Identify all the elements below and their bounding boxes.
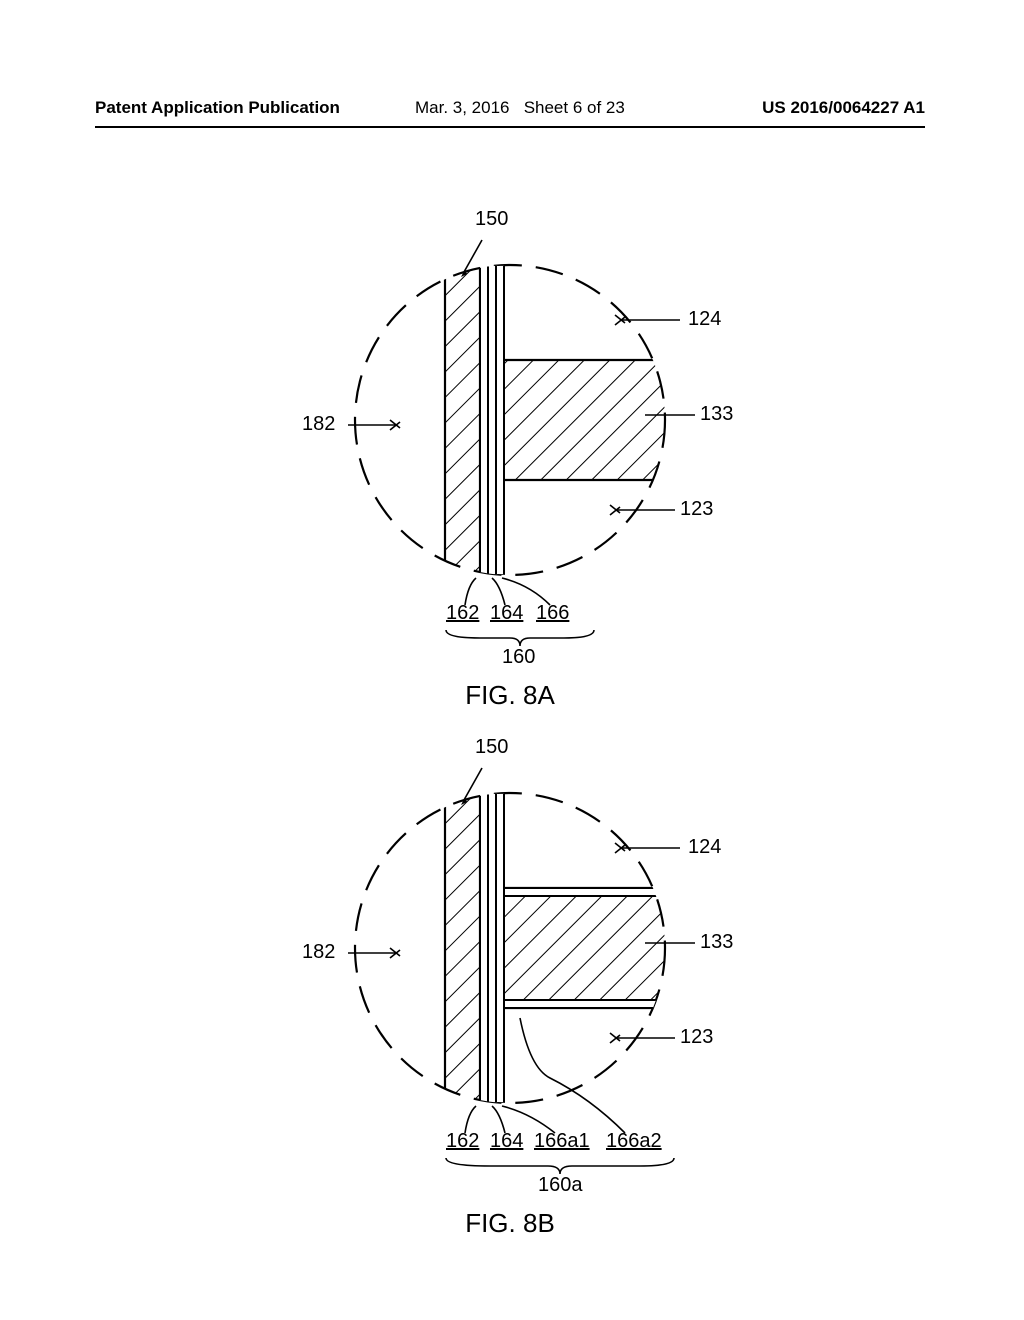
ref-166a2-b: 166a2	[606, 1130, 662, 1153]
ref-160a-b: 160a	[538, 1174, 583, 1197]
header-left: Patent Application Publication	[95, 98, 340, 118]
figure-8b: 150 182 124 133 123 162 164 166a1 166a2 …	[250, 738, 770, 1138]
ref-150-a: 150	[475, 208, 508, 231]
ref-160-a: 160	[502, 646, 535, 669]
figure-8b-svg	[250, 738, 770, 1138]
ref-123-b: 123	[680, 1026, 713, 1049]
page: Patent Application Publication Mar. 3, 2…	[95, 70, 925, 1250]
ref-133-a: 133	[700, 403, 733, 426]
ref-124-a: 124	[688, 308, 721, 331]
ref-166-a: 166	[536, 602, 569, 625]
ref-150-b: 150	[475, 736, 508, 759]
header-date: Mar. 3, 2016 Sheet 6 of 23	[415, 98, 625, 118]
fig-8b-label: FIG. 8B	[250, 1208, 770, 1239]
ref-162-b: 162	[446, 1130, 479, 1153]
ref-162-a: 162	[446, 602, 479, 625]
ref-124-b: 124	[688, 836, 721, 859]
fig-8a-label: FIG. 8A	[250, 680, 770, 711]
figure-8a-svg	[250, 210, 770, 610]
header-pubno: US 2016/0064227 A1	[762, 98, 925, 118]
ref-166a1-b: 166a1	[534, 1130, 590, 1153]
ref-123-a: 123	[680, 498, 713, 521]
ref-182-b: 182	[302, 941, 335, 964]
ref-182-a: 182	[302, 413, 335, 436]
figure-8a: 150 182 124 133 123 162 164 166 160 FIG.…	[250, 210, 770, 610]
ref-164-b: 164	[490, 1130, 523, 1153]
page-header: Patent Application Publication Mar. 3, 2…	[95, 98, 925, 128]
ref-133-b: 133	[700, 931, 733, 954]
ref-164-a: 164	[490, 602, 523, 625]
